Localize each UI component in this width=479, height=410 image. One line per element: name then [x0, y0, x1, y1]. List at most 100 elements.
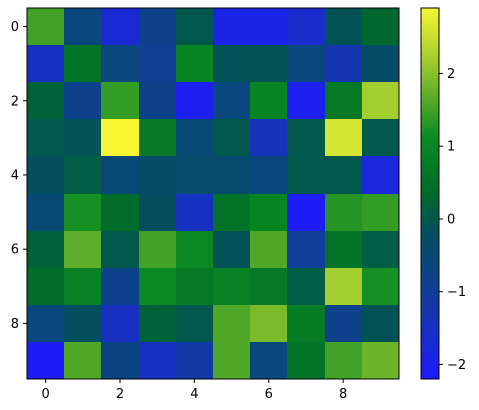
heatmap-cell-r8-c7: [287, 305, 325, 342]
heatmap-cell-r0-c5: [213, 8, 250, 45]
heatmap-cell-r8-c4: [176, 305, 213, 342]
x-tick-label: 2: [116, 387, 124, 402]
heatmap-cell-r7-c2: [101, 268, 139, 305]
heatmap-cell-r6-c1: [64, 231, 101, 268]
heatmap-cell-r1-c1: [64, 45, 101, 82]
heatmap-cell-r6-c8: [325, 231, 362, 268]
heatmap-cell-r8-c9: [362, 305, 399, 342]
heatmap-cell-r8-c5: [213, 305, 250, 342]
heatmap-cell-r9-c7: [287, 342, 325, 379]
heatmap-cell-r6-c7: [287, 231, 325, 268]
heatmap-cell-r5-c0: [27, 194, 64, 231]
heatmap-cell-r4-c3: [139, 156, 176, 194]
heatmap-cell-r9-c0: [27, 342, 64, 379]
plot-frame: [26, 7, 400, 380]
heatmap-cell-r5-c1: [64, 194, 101, 231]
y-tick-label: 4: [11, 168, 19, 183]
heatmap-cell-r3-c5: [213, 119, 250, 156]
heatmap-cell-r1-c3: [139, 45, 176, 82]
heatmap-cell-r9-c6: [250, 342, 287, 379]
heatmap-cell-r7-c9: [362, 268, 399, 305]
heatmap-cell-r0-c2: [101, 8, 139, 45]
heatmap-cell-r7-c5: [213, 268, 250, 305]
heatmap-cell-r3-c7: [287, 119, 325, 156]
heatmap-cell-r1-c6: [250, 45, 287, 82]
heatmap-cell-r0-c8: [325, 8, 362, 45]
x-tick-label: 6: [265, 387, 273, 402]
heatmap-cell-r6-c6: [250, 231, 287, 268]
heatmap-cell-r4-c9: [362, 156, 399, 194]
heatmap-cell-r3-c9: [362, 119, 399, 156]
heatmap-cell-r7-c8: [325, 268, 362, 305]
heatmap-cell-r4-c6: [250, 156, 287, 194]
heatmap-cells: [27, 8, 399, 379]
heatmap-cell-r5-c6: [250, 194, 287, 231]
colorbar: [420, 7, 440, 380]
heatmap-cell-r2-c0: [27, 82, 64, 119]
heatmap-cell-r4-c5: [213, 156, 250, 194]
y-axis: 0 2 4 6 8: [11, 20, 27, 332]
heatmap-cell-r5-c2: [101, 194, 139, 231]
heatmap-cell-r2-c1: [64, 82, 101, 119]
heatmap-cell-r0-c0: [27, 8, 64, 45]
colorbar-tick-label: −2: [447, 358, 466, 373]
heatmap-cell-r9-c5: [213, 342, 250, 379]
heatmap-cell-r6-c4: [176, 231, 213, 268]
heatmap-cell-r5-c7: [287, 194, 325, 231]
x-tick-label: 4: [190, 387, 198, 402]
heatmap-cell-r1-c4: [176, 45, 213, 82]
heatmap-cell-r1-c9: [362, 45, 399, 82]
heatmap-cell-r2-c3: [139, 82, 176, 119]
heatmap-cell-r0-c3: [139, 8, 176, 45]
heatmap-cell-r0-c7: [287, 8, 325, 45]
y-tick-label: 6: [11, 243, 19, 258]
heatmap-cell-r2-c8: [325, 82, 362, 119]
x-tick-label: 0: [41, 387, 49, 402]
heatmap-cell-r2-c7: [287, 82, 325, 119]
heatmap-cell-r8-c3: [139, 305, 176, 342]
colorbar-axis: −2 −1 0 1 2: [439, 67, 466, 373]
heatmap-cell-r5-c5: [213, 194, 250, 231]
y-tick-label: 0: [11, 20, 19, 35]
heatmap-cell-r1-c5: [213, 45, 250, 82]
heatmap-cell-r9-c2: [101, 342, 139, 379]
heatmap-cell-r8-c0: [27, 305, 64, 342]
heatmap-cell-r5-c9: [362, 194, 399, 231]
heatmap-cell-r9-c9: [362, 342, 399, 379]
heatmap-cell-r9-c4: [176, 342, 213, 379]
heatmap-cell-r4-c4: [176, 156, 213, 194]
heatmap-cell-r5-c3: [139, 194, 176, 231]
heatmap-cell-r1-c2: [101, 45, 139, 82]
heatmap-cell-r1-c7: [287, 45, 325, 82]
heatmap-cell-r2-c6: [250, 82, 287, 119]
heatmap-cell-r7-c7: [287, 268, 325, 305]
heatmap-cell-r3-c3: [139, 119, 176, 156]
heatmap-cell-r7-c6: [250, 268, 287, 305]
heatmap-cell-r5-c4: [176, 194, 213, 231]
heatmap-cell-r6-c5: [213, 231, 250, 268]
heatmap-cell-r4-c0: [27, 156, 64, 194]
heatmap-cell-r3-c4: [176, 119, 213, 156]
heatmap-cell-r8-c8: [325, 305, 362, 342]
heatmap-cell-r2-c5: [213, 82, 250, 119]
heatmap-cell-r6-c0: [27, 231, 64, 268]
heatmap-cell-r1-c8: [325, 45, 362, 82]
heatmap-cell-r4-c7: [287, 156, 325, 194]
heatmap-cell-r7-c1: [64, 268, 101, 305]
heatmap-cell-r7-c0: [27, 268, 64, 305]
heatmap-cell-r6-c9: [362, 231, 399, 268]
heatmap-cell-r2-c4: [176, 82, 213, 119]
heatmap-cell-r0-c1: [64, 8, 101, 45]
x-tick-label: 8: [339, 387, 347, 402]
heatmap-cell-r4-c2: [101, 156, 139, 194]
heatmap-cell-r8-c2: [101, 305, 139, 342]
y-tick-label: 2: [11, 94, 19, 109]
heatmap-cell-r9-c1: [64, 342, 101, 379]
heatmap-cell-r1-c0: [27, 45, 64, 82]
heatmap-cell-r4-c8: [325, 156, 362, 194]
heatmap-cell-r9-c8: [325, 342, 362, 379]
heatmap-cell-r6-c3: [139, 231, 176, 268]
colorbar-tick-label: −1: [447, 285, 466, 300]
x-axis: 0 2 4 6 8: [41, 379, 347, 402]
